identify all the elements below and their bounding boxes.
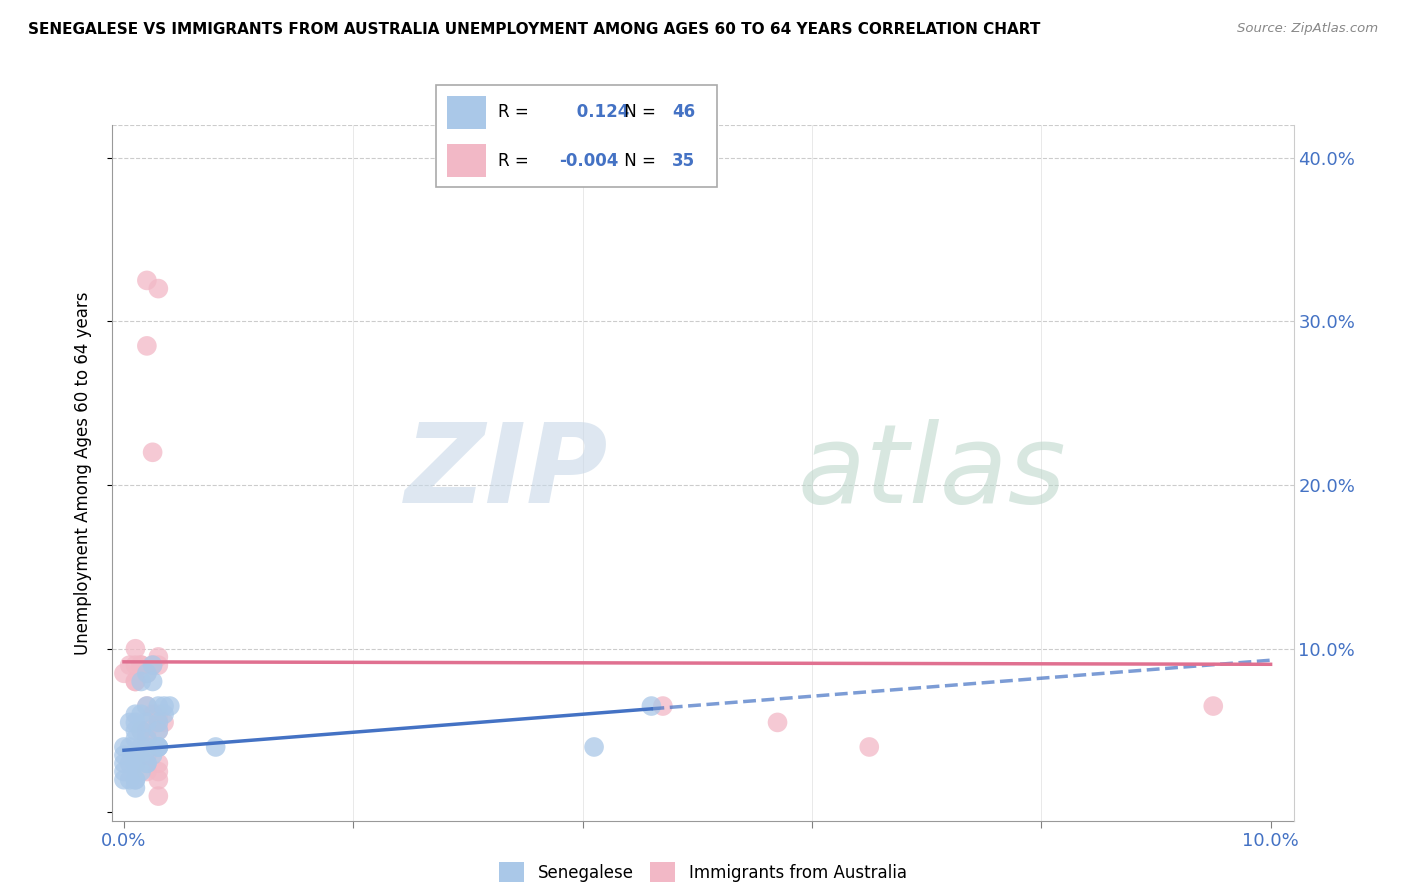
Point [135,731,157,746]
Point [153,715,176,730]
Point [135,731,157,746]
Point [124,658,146,673]
Point [124,756,146,771]
Point [148,764,170,779]
Point [135,273,157,287]
Point [148,723,170,738]
Point [118,756,141,771]
Point [118,715,141,730]
Point [112,772,135,787]
Point [148,699,170,714]
Point [858,739,880,754]
Point [129,707,152,722]
Point [129,658,152,673]
Point [142,707,165,722]
Point [148,756,170,771]
Point [148,282,170,296]
Point [112,739,135,754]
Point [148,715,170,730]
FancyBboxPatch shape [447,145,486,177]
Point [135,764,157,779]
Text: 0.124: 0.124 [571,103,630,121]
Point [124,756,146,771]
Point [129,764,152,779]
Point [124,641,146,656]
Point [142,658,165,673]
Point [124,674,146,689]
Point [124,723,146,738]
Point [135,715,157,730]
Point [148,723,170,738]
Text: N =: N = [619,152,661,169]
Point [148,658,170,673]
Point [124,780,146,795]
Point [135,339,157,353]
Point [148,739,170,754]
Text: ZIP: ZIP [405,419,609,526]
Point [135,666,157,681]
Point [129,739,152,754]
Legend: Senegalese, Immigrants from Australia: Senegalese, Immigrants from Australia [492,855,914,888]
Text: 46: 46 [672,103,695,121]
Point [142,748,165,763]
Point [766,715,789,730]
Point [118,739,141,754]
Point [142,674,165,689]
Point [112,756,135,771]
Point [159,699,181,714]
Point [153,707,176,722]
Point [1202,699,1225,714]
FancyBboxPatch shape [436,85,717,187]
Text: R =: R = [498,152,534,169]
Point [112,666,135,681]
Point [204,739,226,754]
Text: R =: R = [498,103,534,121]
Point [124,674,146,689]
Point [148,715,170,730]
Point [124,715,146,730]
Point [124,707,146,722]
FancyBboxPatch shape [447,96,486,128]
Point [135,699,157,714]
Text: 35: 35 [672,152,695,169]
Text: -0.004: -0.004 [560,152,619,169]
Point [142,658,165,673]
Point [148,772,170,787]
Point [135,756,157,771]
Point [651,699,673,714]
Point [583,739,606,754]
Y-axis label: Unemployment Among Ages 60 to 64 years: Unemployment Among Ages 60 to 64 years [73,291,91,655]
Point [124,772,146,787]
Point [129,723,152,738]
Point [135,666,157,681]
Point [142,445,165,459]
Point [148,707,170,722]
Point [135,723,157,738]
Point [129,723,152,738]
Text: atlas: atlas [797,419,1066,526]
Point [112,748,135,763]
Point [135,739,157,754]
Point [148,739,170,754]
Point [129,658,152,673]
Point [112,764,135,779]
Point [148,789,170,803]
Point [148,649,170,664]
Point [129,674,152,689]
Point [124,748,146,763]
Point [118,658,141,673]
Point [135,699,157,714]
Point [118,772,141,787]
Text: SENEGALESE VS IMMIGRANTS FROM AUSTRALIA UNEMPLOYMENT AMONG AGES 60 TO 64 YEARS C: SENEGALESE VS IMMIGRANTS FROM AUSTRALIA … [28,22,1040,37]
Point [124,731,146,746]
Point [124,772,146,787]
Point [135,748,157,763]
Point [640,699,662,714]
Text: N =: N = [619,103,661,121]
Point [135,756,157,771]
Text: Source: ZipAtlas.com: Source: ZipAtlas.com [1237,22,1378,36]
Point [148,739,170,754]
Point [153,699,176,714]
